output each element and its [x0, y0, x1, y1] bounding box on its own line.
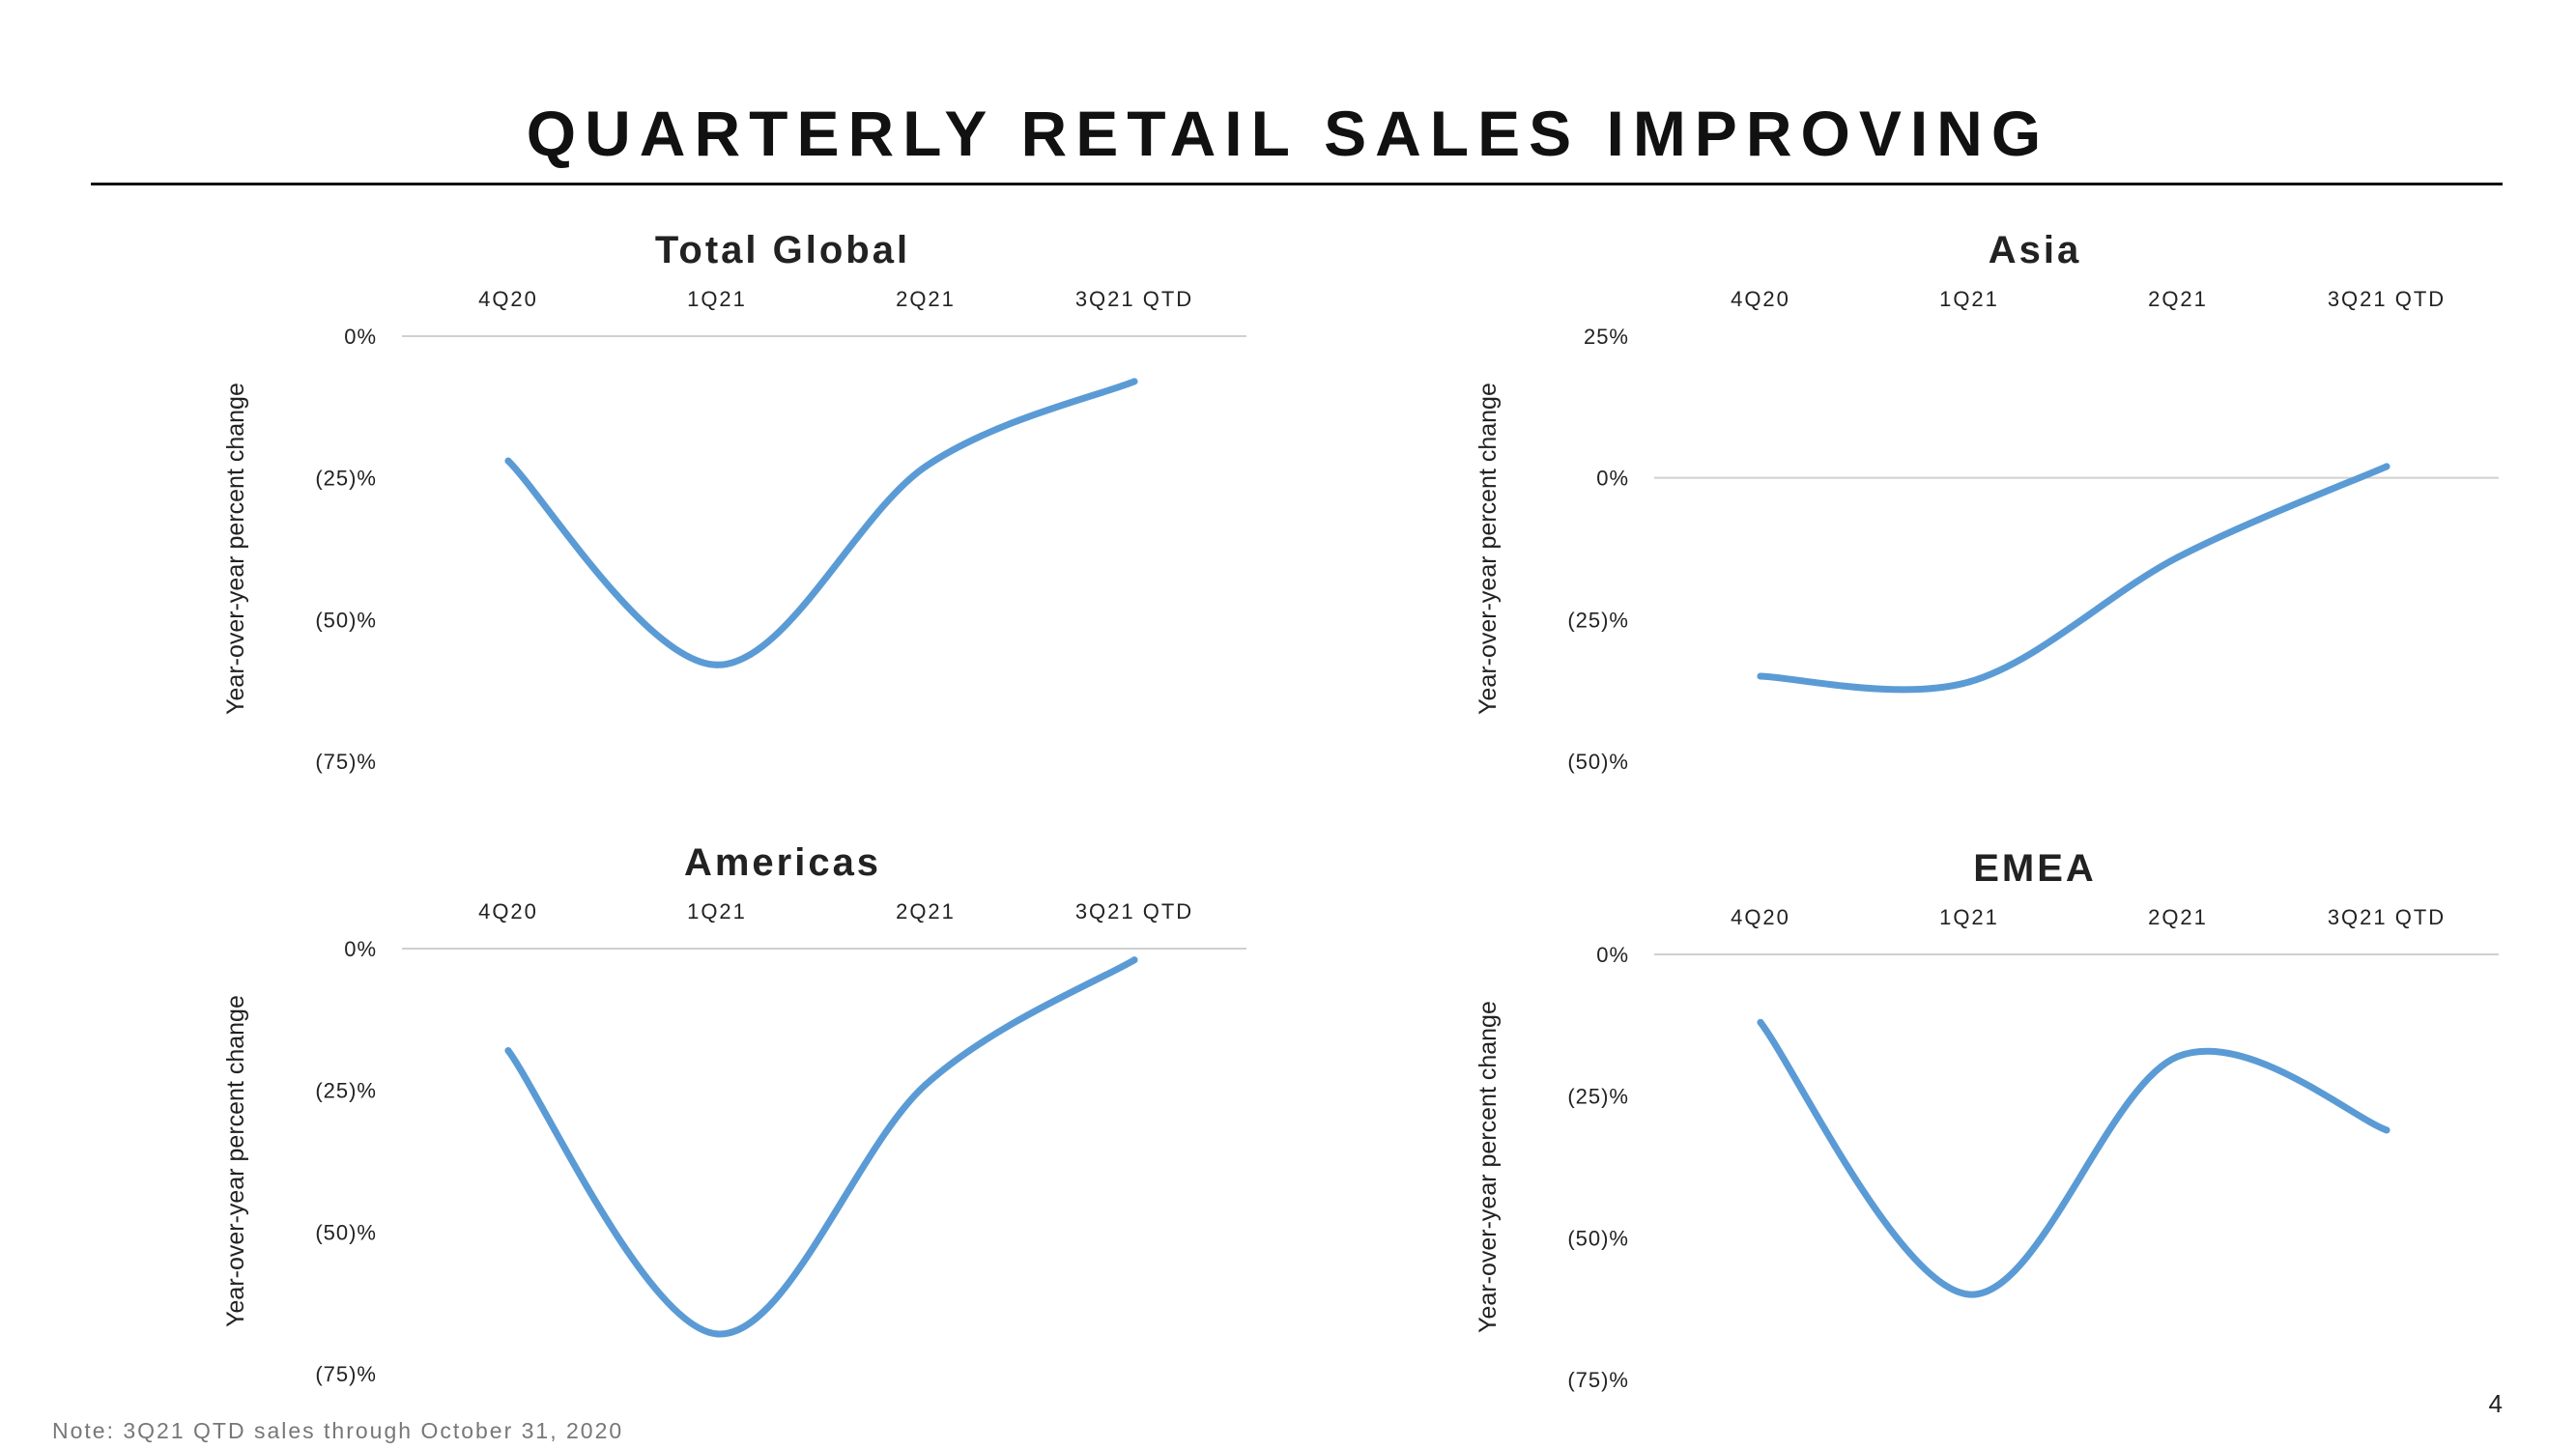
americas-x-tick-label: 1Q21	[687, 899, 747, 923]
chart-americas: Americas Year-over-year percent change 0% (…	[222, 835, 1469, 1424]
asia-x-tick-label: 3Q21 QTD	[2328, 287, 2446, 311]
chart-emea: EMEA Year-over-year percent change 0% (25)%…	[1474, 840, 2576, 1430]
total-global-x-tick-label: 2Q21	[896, 287, 956, 311]
total-global-y-axis-label: Year-over-year percent change	[222, 383, 249, 715]
slide-title: QUARTERLY RETAIL SALES IMPROVING	[526, 98, 2050, 169]
americas-y-axis-label: Year-over-year percent change	[222, 995, 249, 1327]
asia-x-tick-label: 2Q21	[2148, 287, 2208, 311]
americas-x-tick-label: 4Q20	[478, 899, 538, 923]
asia-data-point	[2383, 463, 2390, 470]
total-global-y-tick-label: (75)%	[315, 750, 377, 774]
americas-data-point	[1131, 956, 1138, 964]
americas-x-tick-label: 3Q21 QTD	[1075, 899, 1193, 923]
emea-y-tick-label: (75)%	[1567, 1368, 1629, 1392]
emea-x-tick-label: 4Q20	[1731, 905, 1790, 929]
total-global-data-point	[922, 463, 930, 470]
emea-x-tick-label: 2Q21	[2148, 905, 2208, 929]
total-global-chart-title: Total Global	[655, 229, 910, 271]
total-global-x-tick-label: 4Q20	[478, 287, 538, 311]
asia-series-line	[1757, 463, 2390, 694]
total-global-data-point	[1131, 378, 1138, 385]
emea-series-line	[1757, 1018, 2390, 1298]
total-global-series-line	[504, 378, 1138, 668]
emea-data-point	[2174, 1053, 2182, 1061]
americas-y-tick-label: (25)%	[315, 1079, 377, 1103]
asia-data-point	[1757, 672, 1764, 680]
emea-x-tick-label: 1Q21	[1939, 905, 1999, 929]
total-global-y-tick-label: (25)%	[315, 467, 377, 491]
americas-series-line	[504, 956, 1138, 1338]
total-global-data-point	[504, 457, 512, 465]
footnote: Note: 3Q21 QTD sales through October 31,…	[52, 1418, 624, 1443]
chart-total-global: Total Global Year-over-year percent chang…	[222, 222, 1469, 811]
chart-asia-svg: Asia Year-over-year percent change 25% 0% (2…	[1474, 229, 2499, 774]
americas-chart-title: Americas	[684, 841, 881, 884]
emea-y-axis-label: Year-over-year percent change	[1474, 1001, 1502, 1333]
total-global-data-point	[713, 661, 721, 668]
emea-data-point	[1757, 1018, 1764, 1026]
asia-y-tick-label: (50)%	[1567, 750, 1629, 774]
total-global-x-tick-label: 3Q21 QTD	[1075, 287, 1193, 311]
americas-data-point	[504, 1047, 512, 1055]
page-number: 4	[2488, 1389, 2503, 1418]
emea-y-tick-label: (25)%	[1567, 1085, 1629, 1109]
americas-data-point	[713, 1330, 721, 1338]
asia-y-axis-label: Year-over-year percent change	[1474, 383, 1502, 715]
asia-y-tick-label: 0%	[1596, 467, 1629, 491]
chart-americas-svg: Americas Year-over-year percent change 0% (…	[222, 841, 1246, 1386]
emea-data-point	[2383, 1126, 2390, 1134]
emea-data-point	[1965, 1291, 1973, 1298]
americas-data-point	[922, 1081, 930, 1089]
asia-x-tick-label: 1Q21	[1939, 287, 1999, 311]
americas-y-tick-label: (75)%	[315, 1362, 377, 1386]
asia-y-tick-label: (25)%	[1567, 608, 1629, 632]
total-global-y-tick-label: (50)%	[315, 608, 377, 632]
asia-data-point	[1965, 678, 1973, 686]
emea-y-tick-label: (50)%	[1567, 1226, 1629, 1250]
americas-y-tick-label: 0%	[344, 937, 377, 961]
asia-x-tick-label: 4Q20	[1731, 287, 1790, 311]
total-global-y-tick-label: 0%	[344, 325, 377, 349]
chart-total-global-svg: Total Global Year-over-year percent chang…	[222, 229, 1246, 774]
asia-chart-title: Asia	[1989, 229, 2082, 271]
title-divider	[91, 183, 2503, 185]
emea-x-tick-label: 3Q21 QTD	[2328, 905, 2446, 929]
emea-y-tick-label: 0%	[1596, 943, 1629, 967]
asia-y-tick-label: 25%	[1584, 325, 1629, 349]
chart-emea-svg: EMEA Year-over-year percent change 0% (25)%…	[1474, 847, 2499, 1392]
emea-chart-title: EMEA	[1973, 847, 2097, 890]
americas-x-tick-label: 2Q21	[896, 899, 956, 923]
total-global-x-tick-label: 1Q21	[687, 287, 747, 311]
asia-data-point	[2174, 554, 2182, 561]
americas-y-tick-label: (50)%	[315, 1220, 377, 1244]
chart-asia: Asia Year-over-year percent change 25% 0% (2…	[1474, 222, 2576, 811]
